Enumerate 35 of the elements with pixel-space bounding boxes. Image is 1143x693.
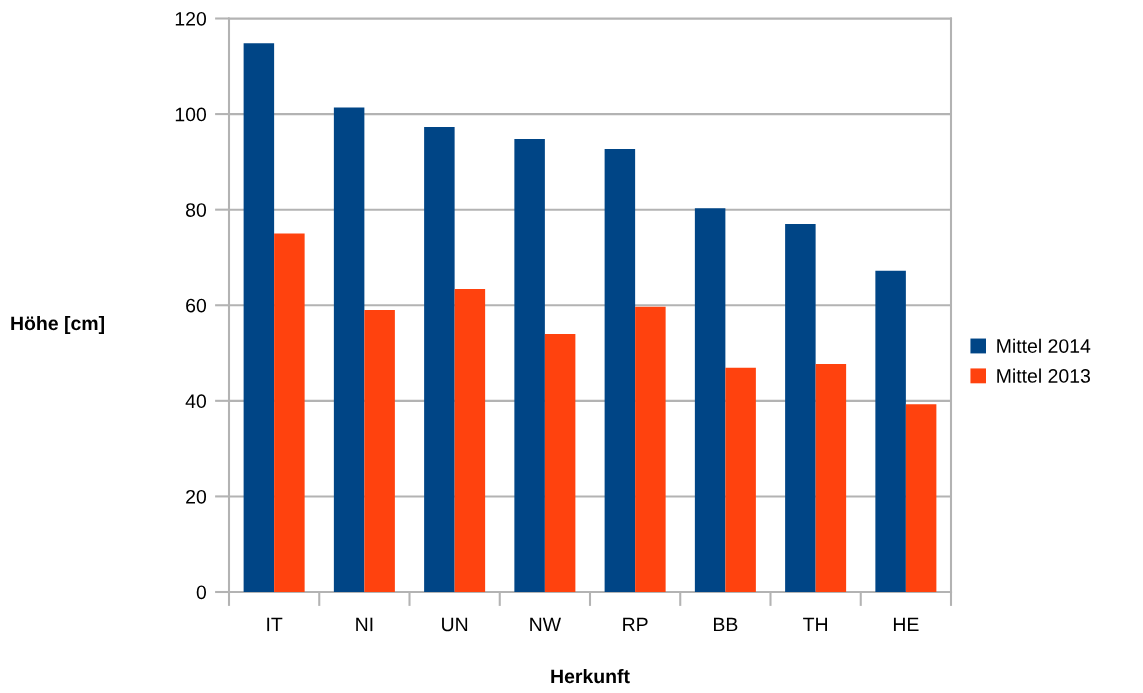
- bar: [725, 367, 756, 592]
- x-tick-label: TH: [803, 617, 827, 632]
- legend-label: Mittel 2013: [997, 368, 1090, 383]
- bar: [815, 364, 847, 592]
- bar: [694, 208, 726, 592]
- bar: [544, 333, 576, 592]
- bar: [274, 233, 305, 592]
- x-tick-label: UN: [442, 617, 468, 632]
- bar: [905, 404, 937, 592]
- x-tick-label: IT: [267, 617, 283, 632]
- y-axis-title: Höhe [cm]: [11, 315, 104, 335]
- bar: [424, 126, 455, 592]
- legend-label: Mittel 2014: [997, 338, 1091, 353]
- bar: [785, 224, 816, 592]
- bar: [875, 270, 906, 592]
- x-tick-label: HE: [893, 617, 919, 632]
- bar: [635, 306, 666, 592]
- y-tick-label: 100: [175, 107, 207, 122]
- y-tick-label: 20: [186, 489, 207, 504]
- y-tick-label: 40: [185, 394, 207, 409]
- bar: [454, 289, 486, 592]
- y-tick-label: 80: [186, 203, 207, 217]
- bar: [364, 310, 395, 592]
- y-tick-label: 0: [196, 585, 207, 600]
- bar: [514, 138, 545, 592]
- bar: [243, 43, 275, 592]
- x-tick-label: NW: [530, 617, 562, 632]
- y-tick-label: 120: [175, 11, 207, 26]
- x-axis-title: Herkunft: [551, 668, 630, 684]
- bar: [333, 107, 365, 592]
- x-tick-label: RP: [623, 617, 648, 632]
- x-tick-label: NI: [356, 617, 373, 632]
- bar: [604, 148, 636, 592]
- y-tick-label: 60: [186, 298, 207, 313]
- x-tick-label: BB: [714, 617, 738, 632]
